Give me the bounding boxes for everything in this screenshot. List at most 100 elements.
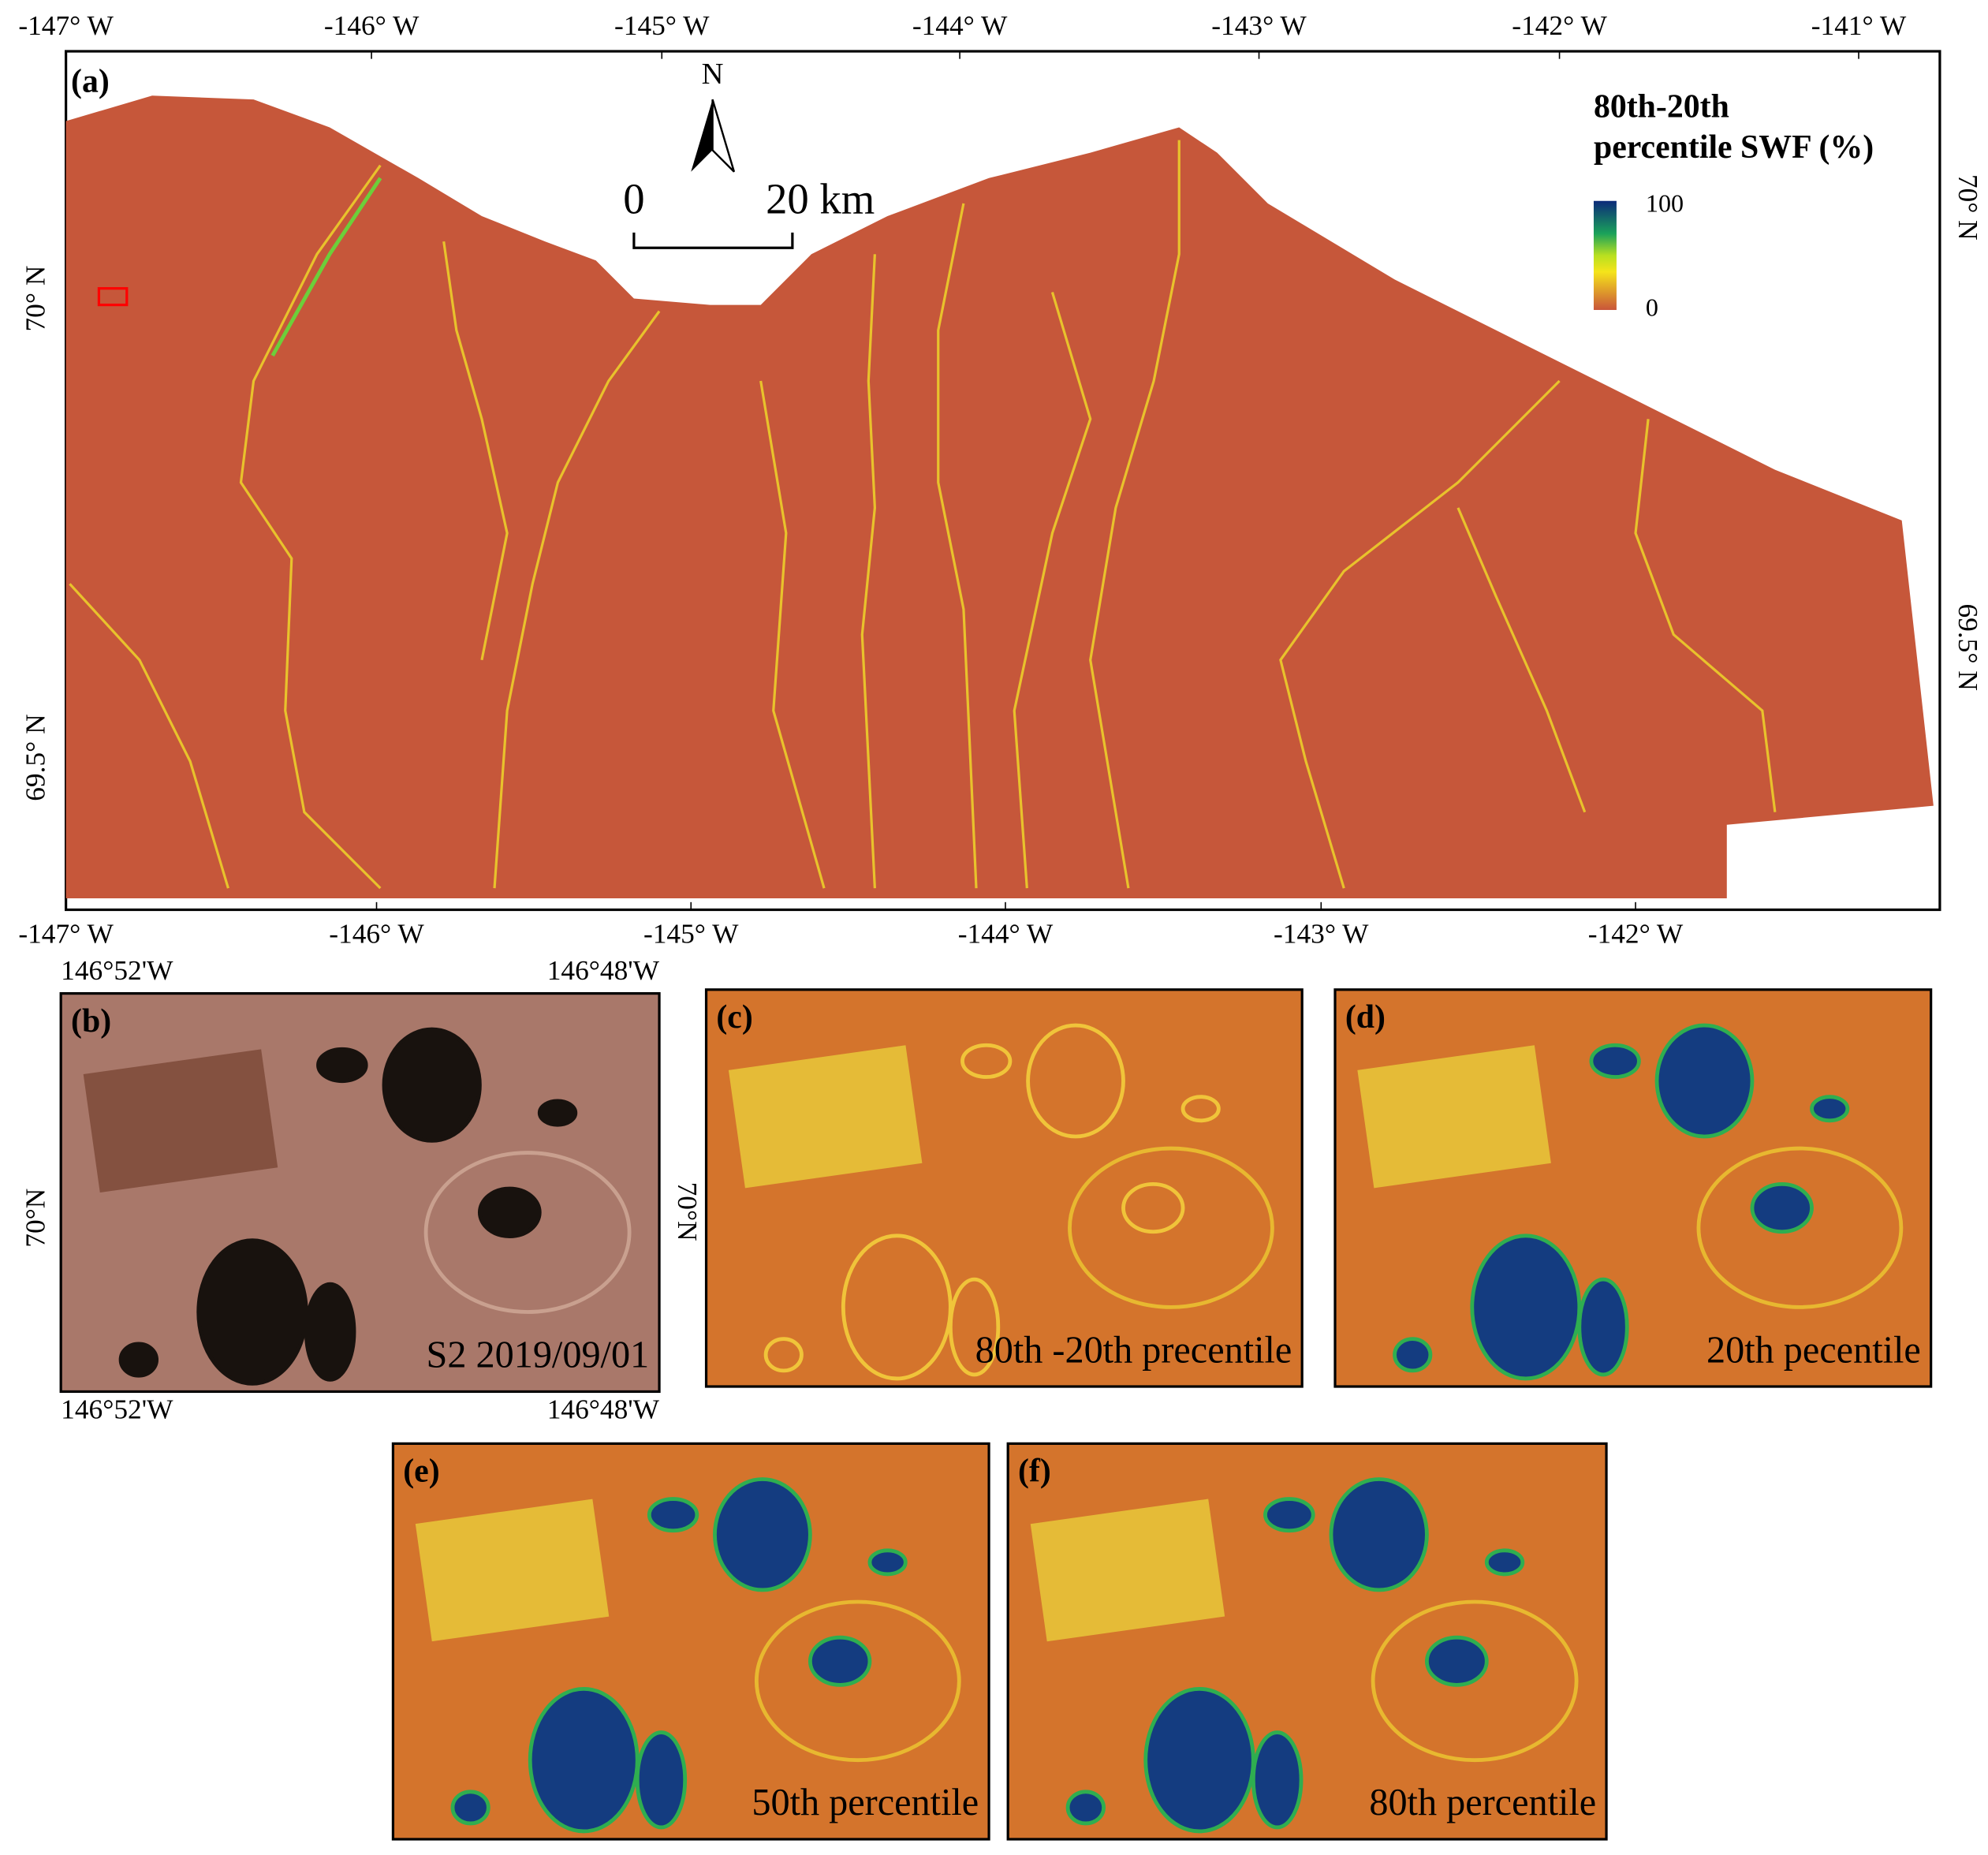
- north-arrow: [711, 99, 736, 173]
- caption: 20th pecentile: [1706, 1329, 1921, 1371]
- bottom-tick-label: -146° W: [329, 917, 424, 949]
- basin: [754, 1599, 961, 1763]
- bottom-tick-label: -142° W: [1588, 917, 1684, 949]
- panel-f: (f) 80th percentile: [1006, 1442, 1608, 1841]
- top-tick-label: -146° W: [324, 9, 420, 41]
- bottom-tick-label: -143° W: [1274, 917, 1369, 949]
- river: [860, 254, 876, 889]
- panel-a: (a) N 0 20 km 80th-20th percentile SWF (…: [64, 50, 1941, 912]
- drained-basin: [83, 1049, 278, 1192]
- panel-label: (d): [1345, 999, 1386, 1036]
- top-tick-label: -141° W: [1811, 9, 1907, 41]
- river: [1634, 419, 1777, 812]
- bottom-tick-label: 146°52'W: [61, 1393, 173, 1424]
- river: [239, 164, 382, 890]
- legend-title: 80th-20th: [1594, 89, 1729, 125]
- right-tick-label: 69.5° N: [1953, 603, 1984, 690]
- caption: S2 2019/09/01: [427, 1334, 650, 1376]
- lake: [1143, 1686, 1255, 1834]
- lake: [808, 1635, 872, 1687]
- bottom-tick-label: 146°48'W: [547, 1393, 660, 1424]
- panel-label: (a): [71, 63, 110, 99]
- north-arrow: [691, 99, 713, 172]
- lake: [1263, 1497, 1315, 1533]
- lake: [1026, 1023, 1125, 1139]
- river: [69, 583, 229, 889]
- lake: [316, 1047, 368, 1084]
- drained-basin: [1357, 1045, 1551, 1189]
- left-tick-label: 70°N: [19, 1189, 50, 1248]
- panel-d: (d) 20th pecentile: [1333, 988, 1933, 1388]
- lake: [1750, 1181, 1814, 1234]
- legend-title: percentile SWF (%): [1594, 129, 1874, 166]
- scale-start: 0: [623, 175, 644, 223]
- river: [937, 203, 978, 889]
- basin: [423, 1151, 632, 1314]
- lake: [304, 1282, 356, 1382]
- scale-end: 20 km: [766, 175, 875, 223]
- zoom-box: [97, 287, 129, 307]
- river: [1279, 379, 1561, 889]
- lake: [948, 1277, 1001, 1377]
- caption: 80th -20th precentile: [975, 1329, 1292, 1371]
- panel-c: (c) 80th -20th precentile: [704, 988, 1304, 1388]
- bottom-tick-label: -147° W: [18, 917, 114, 949]
- lake: [635, 1730, 688, 1830]
- lake: [196, 1238, 308, 1386]
- river: [1456, 507, 1587, 813]
- panel-label: (c): [716, 999, 752, 1036]
- drained-basin: [1030, 1499, 1225, 1642]
- bottom-tick-label: -144° W: [958, 917, 1054, 949]
- land-area: [65, 95, 1934, 899]
- panel-label: (e): [403, 1454, 439, 1490]
- top-tick-label: -142° W: [1512, 9, 1607, 41]
- top-tick-label: -143° W: [1211, 9, 1307, 41]
- lake: [1065, 1790, 1106, 1826]
- top-tick-label: 146°48'W: [547, 954, 660, 986]
- image-area: [704, 988, 1304, 1388]
- left-tick-label: 70° N: [19, 266, 50, 332]
- panel-label: (b): [71, 1003, 111, 1039]
- lake: [1180, 1095, 1221, 1123]
- lake: [960, 1043, 1013, 1079]
- river: [1089, 140, 1180, 889]
- right-tick-label: 70° N: [1953, 174, 1984, 241]
- drained-basin: [415, 1499, 610, 1642]
- lake: [1251, 1730, 1304, 1830]
- lake: [1589, 1043, 1641, 1079]
- lake: [1654, 1023, 1755, 1139]
- lake: [382, 1027, 482, 1143]
- lake: [528, 1686, 640, 1834]
- river: [442, 241, 509, 661]
- lake: [713, 1477, 812, 1592]
- lake: [1484, 1548, 1525, 1577]
- top-tick-label: 146°52'W: [61, 954, 173, 986]
- river: [1013, 292, 1092, 889]
- colorbar-min: 0: [1646, 293, 1658, 321]
- river: [493, 310, 661, 889]
- lake: [841, 1234, 953, 1381]
- lake: [450, 1790, 490, 1826]
- basin: [1696, 1146, 1904, 1309]
- bottom-tick-label: -145° W: [643, 917, 739, 949]
- lake: [647, 1497, 699, 1533]
- lake: [1470, 1234, 1582, 1381]
- basin: [1068, 1146, 1274, 1309]
- colorbar-max: 100: [1646, 189, 1684, 218]
- lake: [118, 1342, 159, 1378]
- top-tick-label: -147° W: [18, 9, 114, 41]
- panel-label: (f): [1018, 1454, 1051, 1490]
- colorbar: [1593, 200, 1617, 311]
- north-label: N: [702, 58, 724, 91]
- left-tick-label: 69.5° N: [19, 714, 50, 801]
- rivers: [69, 140, 1777, 890]
- lake: [763, 1337, 804, 1373]
- river: [270, 177, 382, 357]
- top-tick-label: -144° W: [912, 9, 1008, 41]
- caption: 50th percentile: [752, 1782, 979, 1823]
- lake: [867, 1548, 908, 1577]
- lake: [1810, 1095, 1850, 1123]
- lake: [1329, 1477, 1429, 1592]
